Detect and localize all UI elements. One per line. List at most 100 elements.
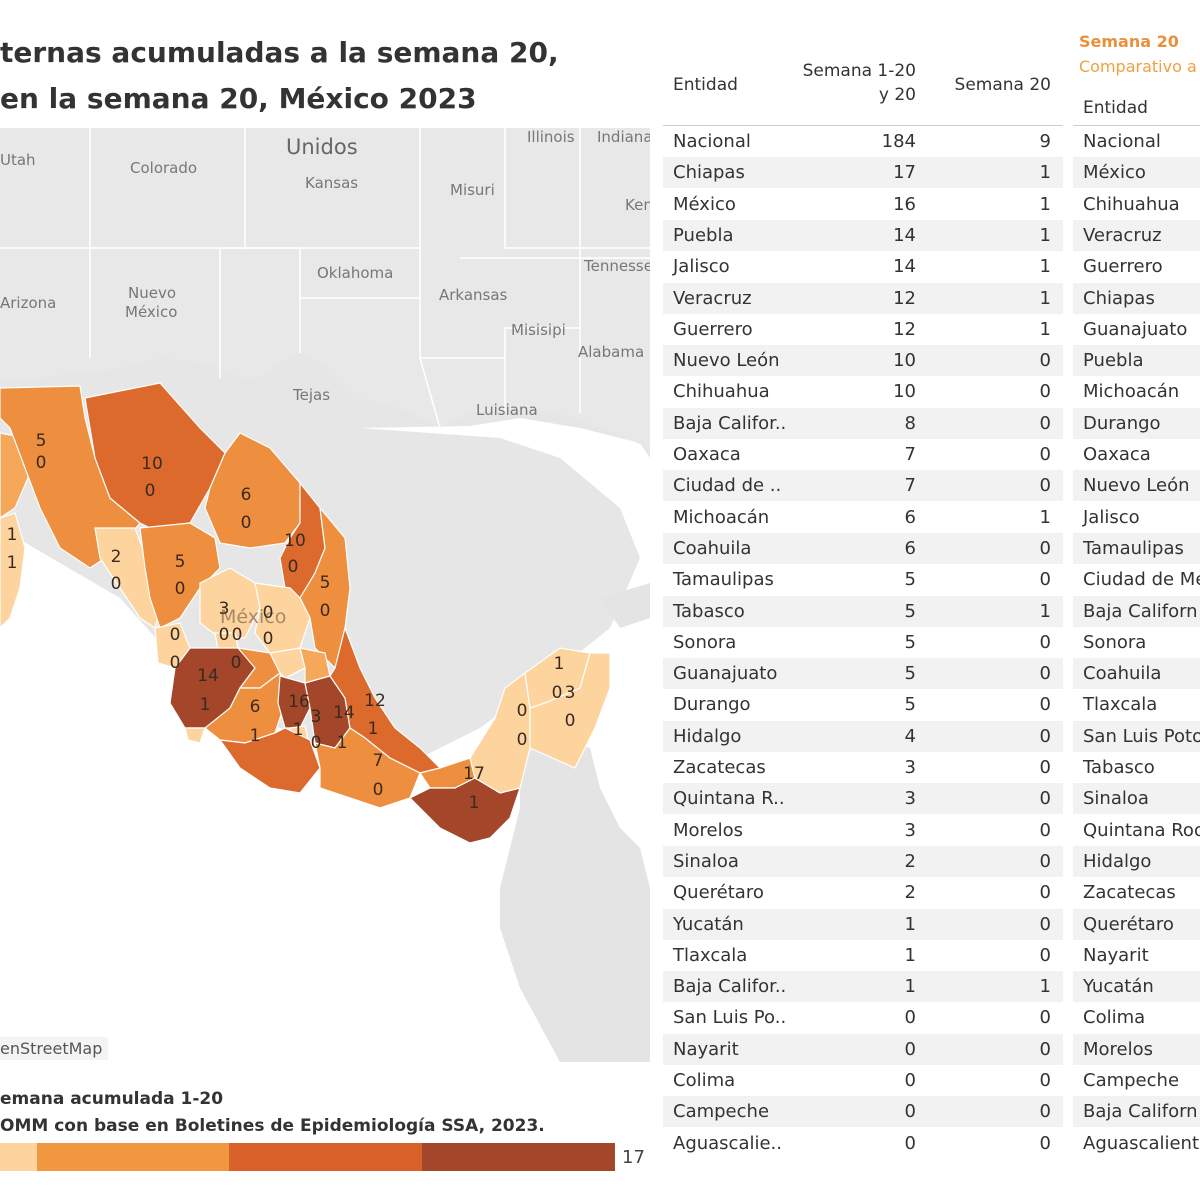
table-row[interactable]: Aguascalient <box>1073 1128 1200 1159</box>
table-row[interactable]: Nacional <box>1073 126 1200 157</box>
state-tamaulipas[interactable] <box>299 506 351 670</box>
table-row[interactable]: Tlaxcala <box>1073 689 1200 720</box>
table-row[interactable]: Sinaloa <box>1073 783 1200 815</box>
table-row[interactable]: Campeche 0 0 <box>663 1096 1063 1128</box>
table-row[interactable]: Sinaloa 2 0 <box>663 845 1063 877</box>
state-guerrero[interactable] <box>218 727 321 794</box>
state-queretaro[interactable] <box>269 647 306 679</box>
state-durango[interactable] <box>139 522 221 629</box>
map-attribution[interactable]: enStreetMap <box>0 1037 109 1060</box>
table-row[interactable]: Tlaxcala 1 0 <box>663 940 1063 971</box>
table-row[interactable]: Tabasco 5 1 <box>663 595 1063 627</box>
table-row[interactable]: Yucatán 1 0 <box>663 908 1063 940</box>
table1-header-divider <box>663 125 1063 126</box>
label-utah: Utah <box>0 151 36 169</box>
table2-header-entidad[interactable]: Entidad <box>1083 98 1148 118</box>
table-row[interactable]: Nacional 184 9 <box>663 126 1063 157</box>
label-arkansas: Arkansas <box>439 286 508 304</box>
table-row[interactable]: Jalisco 14 1 <box>663 251 1063 282</box>
table-row[interactable]: Tamaulipas <box>1073 532 1200 564</box>
table-row[interactable]: Nuevo León 10 0 <box>663 345 1063 377</box>
table-row[interactable]: Coahuila 6 0 <box>663 532 1063 564</box>
table1-header-sem120[interactable]: Semana 1-20 y 20 <box>801 61 916 105</box>
cell-entidad: Sonora <box>673 631 737 653</box>
table-row[interactable]: Zacatecas 3 0 <box>663 752 1063 783</box>
map-canvas[interactable]: Utah Colorado Unidos Kansas Misuri Illin… <box>0 128 650 1062</box>
value-puebla-w20: 1 <box>337 733 348 753</box>
cell-sem20: 1 <box>1039 193 1051 215</box>
table-row[interactable]: Chiapas 17 1 <box>663 157 1063 189</box>
table-row[interactable]: México 16 1 <box>663 189 1063 220</box>
table-row[interactable]: Tamaulipas 5 0 <box>663 564 1063 595</box>
table-row[interactable]: San Luis Po.. 0 0 <box>663 1002 1063 1033</box>
table-row[interactable]: Ciudad de .. 7 0 <box>663 470 1063 502</box>
table-row[interactable]: Sonora 5 0 <box>663 627 1063 658</box>
table-row[interactable]: Veracruz <box>1073 219 1200 251</box>
caption-source: OMM con base en Boletines de Epidemiolog… <box>0 1116 545 1136</box>
table-row[interactable]: Hidalgo 4 0 <box>663 720 1063 752</box>
table-row[interactable]: Guanajuato <box>1073 314 1200 345</box>
value-sonora-w20: 0 <box>36 453 47 473</box>
table-row[interactable]: Nuevo León <box>1073 470 1200 502</box>
state-zacatecas[interactable] <box>199 567 261 639</box>
value-yucatan-acc: 1 <box>554 654 565 674</box>
table-row[interactable]: Puebla <box>1073 345 1200 377</box>
state-coahuila[interactable] <box>204 432 301 549</box>
table-row[interactable]: Querétaro 2 0 <box>663 877 1063 908</box>
cell-entidad: Zacatecas <box>673 757 766 778</box>
table-row[interactable]: Quintana Roo <box>1073 815 1200 846</box>
table1-header-entidad[interactable]: Entidad <box>673 75 738 95</box>
state-quintana-roo[interactable] <box>529 652 611 769</box>
table-row[interactable]: Michoacán 6 1 <box>663 502 1063 533</box>
cell-sem20: 0 <box>1039 850 1051 872</box>
table-row[interactable]: Coahuila <box>1073 658 1200 690</box>
cell-entidad: Ciudad de .. <box>673 475 782 497</box>
table-row[interactable]: Chihuahua 10 0 <box>663 376 1063 407</box>
value-bcs-acc: 1 <box>7 525 18 545</box>
table-row[interactable]: Guanajuato 5 0 <box>663 658 1063 690</box>
table-row[interactable]: San Luis Poto <box>1073 720 1200 752</box>
table-row[interactable]: Oaxaca <box>1073 439 1200 470</box>
table-row[interactable]: Nayarit <box>1073 940 1200 971</box>
table-row[interactable]: Guerrero 12 1 <box>663 314 1063 345</box>
table-row[interactable]: Sonora <box>1073 627 1200 658</box>
table-row[interactable]: Durango <box>1073 407 1200 439</box>
table-row[interactable]: Baja Californ <box>1073 595 1200 627</box>
state-baja-california-sur[interactable] <box>0 512 26 629</box>
table-row[interactable]: Baja Califor.. 8 0 <box>663 407 1063 439</box>
table-row[interactable]: Yucatán <box>1073 971 1200 1003</box>
table-row[interactable]: Morelos <box>1073 1033 1200 1065</box>
mexico-states[interactable] <box>0 382 611 844</box>
table-row[interactable]: México <box>1073 157 1200 189</box>
table-row[interactable]: Nayarit 0 0 <box>663 1033 1063 1065</box>
state-oaxaca[interactable] <box>314 727 421 809</box>
choropleth-map[interactable]: Utah Colorado Unidos Kansas Misuri Illin… <box>0 128 650 1062</box>
table-row[interactable]: Quintana R.. 3 0 <box>663 783 1063 815</box>
table-row[interactable]: Campeche <box>1073 1065 1200 1096</box>
table-row[interactable]: Durango 5 0 <box>663 689 1063 720</box>
table-row[interactable]: Chiapas <box>1073 282 1200 314</box>
table-row[interactable]: Colima 0 0 <box>663 1065 1063 1096</box>
table-row[interactable]: Chihuahua <box>1073 189 1200 220</box>
value-mexico-w20: 1 <box>293 720 304 740</box>
state-colima[interactable] <box>184 727 206 744</box>
table-row[interactable]: Zacatecas <box>1073 877 1200 908</box>
table-row[interactable]: Ciudad de Mé <box>1073 564 1200 595</box>
table-row[interactable]: Colima <box>1073 1002 1200 1033</box>
table-row[interactable]: Puebla 14 1 <box>663 219 1063 251</box>
table-row[interactable]: Baja Californ <box>1073 1096 1200 1128</box>
caption-legend-title: emana acumulada 1-20 <box>0 1089 224 1109</box>
table-row[interactable]: Aguascalie.. 0 0 <box>663 1128 1063 1159</box>
table-row[interactable]: Michoacán <box>1073 376 1200 407</box>
table-row[interactable]: Oaxaca 7 0 <box>663 439 1063 470</box>
table-row[interactable]: Tabasco <box>1073 752 1200 783</box>
table-row[interactable]: Jalisco <box>1073 502 1200 533</box>
value-ags-acc: 0 <box>232 625 243 645</box>
table-row[interactable]: Guerrero <box>1073 251 1200 282</box>
table-row[interactable]: Veracruz 12 1 <box>663 282 1063 314</box>
table-row[interactable]: Querétaro <box>1073 908 1200 940</box>
table1-header-sem20[interactable]: Semana 20 <box>954 75 1051 95</box>
table-row[interactable]: Morelos 3 0 <box>663 815 1063 846</box>
table-row[interactable]: Hidalgo <box>1073 845 1200 877</box>
table-row[interactable]: Baja Califor.. 1 1 <box>663 971 1063 1003</box>
